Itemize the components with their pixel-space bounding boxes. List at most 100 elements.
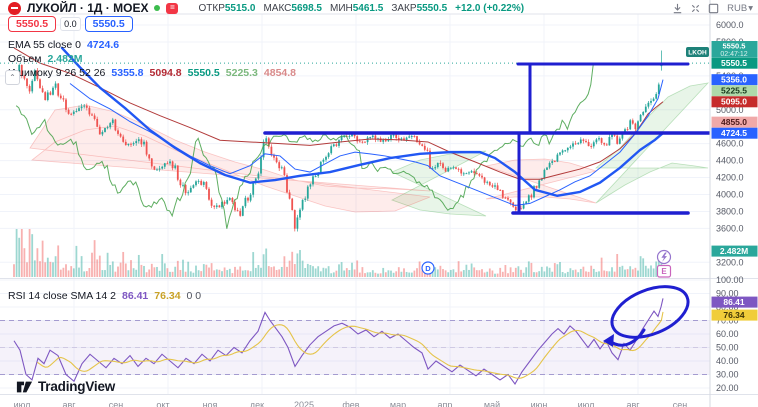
rsi-sma-value: 76.34 [154,290,181,302]
rsi-sma-line [37,311,664,379]
tradingview-mark-icon [16,381,33,392]
currency-label: RUB [727,2,748,14]
pane-toolbar: RUB ▾ [670,1,753,15]
legend-row-rsi: RSI 14 close SMA 14 2 86.41 76.34 0 0 [8,290,201,302]
price-axis-label: 4000.0 [716,190,744,200]
close-price-tag [711,57,758,69]
legend-row-volume: Объем 2.482M [8,53,83,65]
ichimoku-conversion-value: 5355.8 [111,67,144,79]
price-axis-label: 6000.0 [716,20,744,30]
axis-tag [711,74,758,86]
chevron-down-icon: ▾ [748,2,753,14]
axis-tag-label: 5225.5 [721,85,747,95]
axis-tag [711,245,758,257]
main-chart-pane[interactable] [0,14,710,278]
tradingview-logo-text: TradingView [38,379,116,394]
ichimoku-title[interactable]: Ишимоку 9 26 52 26 [8,67,106,79]
axis-tag-label: 76.34 [723,310,745,320]
symbol-logo[interactable] [8,1,21,15]
lightning-icon [661,252,667,262]
symbol-title[interactable]: ЛУКОЙЛ · 1Д · MOEX [27,1,149,15]
time-axis-label: май [484,400,500,407]
volume-value: 2.482M [47,53,83,65]
ema55-line [60,46,665,197]
time-axis-label: июл [14,400,31,407]
close-price-tag-label: 5550.5 [721,58,747,68]
maximize-icon[interactable] [688,1,703,15]
price-axis-label: 5000.0 [716,105,744,115]
trade-buttons: 5550.5 0.0 5550.5 [8,16,133,32]
change-value: +12.0 (+0.22%) [455,2,525,14]
axis-tag [711,127,758,139]
ichimoku-conversion-line [69,79,664,207]
time-axis-label: ноя [203,400,218,407]
price-axis-label: 3600.0 [716,223,744,233]
drawn-rsi-arrowhead[interactable] [603,334,614,347]
legend-row-ema: EMA 55 close 0 4724.6 [8,39,119,51]
legend-row-ichimoku: Ишимоку 9 26 52 26 5355.8 5094.8 5550.5 … [8,67,296,79]
ichimoku-lagging-line [15,63,594,229]
candles [13,50,663,232]
axis-tag-label: 4724.5 [721,128,747,138]
axis-tag [711,296,758,308]
axis-tag-label: 2.482M [720,246,748,256]
close-label: ЗАКР [391,2,417,14]
price-axis-label: 4600.0 [716,139,744,149]
tradingview-logo[interactable]: TradingView [16,379,115,394]
symbol-flag-icon[interactable]: = [166,2,179,14]
rsi-axis-label: 60.00 [716,329,739,339]
price-axis-label: 3800.0 [716,206,744,216]
price-axis-label: 4400.0 [716,156,744,166]
symbol-tag [686,47,709,57]
rsi-extra-values: 0 0 [186,290,202,302]
high-value: 5698.5 [291,2,322,14]
price-axis[interactable] [710,0,758,395]
time-axis-label: дек [250,400,264,407]
dividend-marker-icon[interactable] [421,261,435,275]
legend-collapse-button[interactable]: ⌃ [5,70,20,85]
sell-button[interactable]: 5550.5 [8,16,57,32]
buy-button[interactable]: 5550.5 [84,16,133,32]
axis-tag [711,309,758,321]
ema-value: 4724.6 [86,39,120,51]
rsi-axis-label: 90.00 [716,289,739,299]
currency-dropdown[interactable]: RUB ▾ [727,3,753,14]
spread-value: 0.0 [60,17,81,31]
time-axis-label: 2025 [294,400,314,407]
rsi-title[interactable]: RSI 14 close SMA 14 2 [8,290,116,302]
countdown-tag [711,41,758,58]
price-axis-label: 3200.0 [716,257,744,267]
time-axis-label: фев [342,400,359,407]
time-axis-label: июл [578,400,595,407]
countdown-time: 02:47:12 [720,51,747,58]
time-axis-label: авг [62,400,76,407]
open-value: 5515.0 [224,2,256,14]
earnings-marker-icon[interactable] [656,264,672,278]
axis-tag-label: 86.41 [723,297,745,307]
time-axis-label: июн [531,400,548,407]
ema-title[interactable]: EMA 55 close 0 [8,39,81,51]
time-axis-label: сен [109,400,124,407]
drawn-rsi-ellipse[interactable] [605,277,696,348]
time-axis-label: апр [438,400,453,407]
rsi-value: 86.41 [121,290,149,302]
volume-title[interactable]: Объем [8,53,42,65]
time-axis-label: авг [626,400,640,407]
axis-tag-label: 4855.0 [721,117,747,127]
download-icon[interactable] [670,1,685,15]
volume-bars [13,229,663,277]
dividend-marker-label: D [425,264,431,273]
chart-header: ЛУКОЙЛ · 1Д · MOEX = ОТКР5515.0 МАКС5698… [8,1,524,15]
fullscreen-icon[interactable] [706,1,721,15]
rsi-axis-label: 30.00 [716,370,739,380]
axis-tag [711,85,758,97]
ichimoku-base-line [13,47,664,180]
ichimoku-lead-b-value: 4854.8 [263,67,297,79]
low-value: 5461.5 [352,2,384,14]
close-value: 5550.5 [416,2,448,14]
time-axis[interactable] [0,395,758,407]
market-open-dot-icon [154,5,161,11]
rsi-axis-label: 100.00 [716,275,744,285]
